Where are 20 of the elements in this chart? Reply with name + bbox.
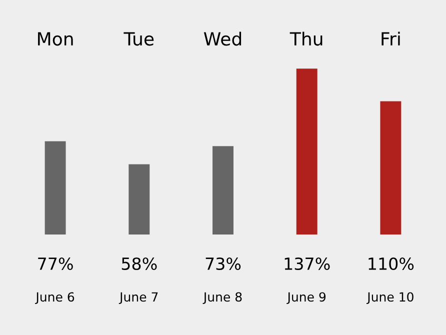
data-label: 110%	[368, 257, 414, 270]
bar	[44, 141, 66, 234]
bar	[128, 164, 150, 234]
x-tick-label: Wed	[204, 32, 242, 46]
bar	[212, 146, 234, 234]
bar	[296, 68, 318, 234]
text: June 9	[286, 292, 326, 304]
text: June 10	[366, 292, 414, 304]
text: June 7	[118, 292, 158, 304]
data-label: 73%	[206, 257, 241, 270]
data-label: 137%	[284, 257, 330, 270]
bar	[380, 101, 402, 234]
text: June 8	[202, 292, 242, 304]
data-label: 77%	[38, 257, 73, 270]
x-tick-label: Thu	[290, 32, 322, 46]
text: June 6	[35, 292, 74, 304]
x-tick-label: Mon	[38, 32, 73, 46]
x-tick-label: Fri	[382, 32, 400, 46]
data-label: 58%	[122, 257, 157, 270]
x-tick-label: Tue	[124, 32, 154, 46]
